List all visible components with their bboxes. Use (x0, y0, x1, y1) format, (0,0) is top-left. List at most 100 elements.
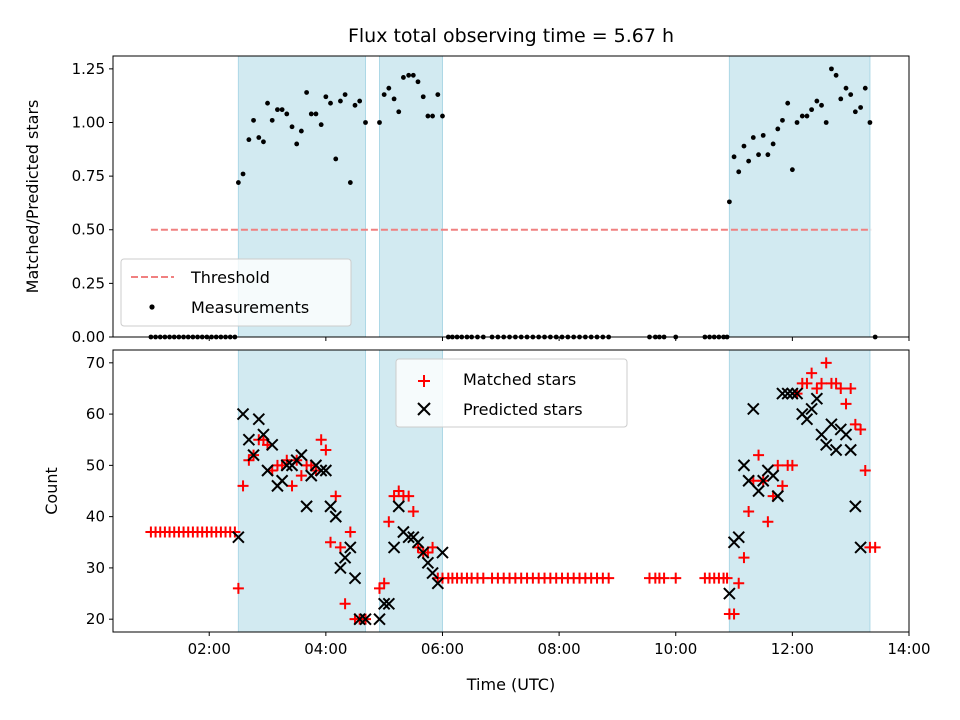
matched-star-point (776, 480, 788, 492)
ratio-panel-frame (112, 55, 910, 338)
legend-measurement-label: Measurements (191, 298, 309, 317)
predicted-star-point (300, 500, 313, 513)
matched-star-point (339, 598, 351, 610)
predicted-star-point (786, 387, 799, 400)
measurement-point (251, 117, 256, 123)
predicted-star-point (305, 469, 318, 482)
measurement-point (848, 92, 854, 98)
measurement-point (357, 98, 363, 104)
predicted-star-point (382, 597, 396, 611)
matched-star-point (855, 423, 867, 435)
predicted-star-point (815, 428, 828, 441)
measurement-point (765, 152, 771, 158)
predicted-star-point (387, 541, 401, 554)
predicted-star-point (411, 536, 425, 549)
matched-star-point (840, 398, 852, 410)
matched-star-point (407, 506, 419, 518)
measurement-point (789, 167, 795, 173)
measurement-point (862, 85, 868, 91)
matched-star-point (738, 552, 750, 564)
measurement-point (770, 141, 776, 147)
ratio-y-ticks: 0.00 0.25 0.50 0.75 1.00 1.25 (72, 60, 113, 346)
y-tick-label: 0.00 (72, 328, 105, 346)
measurement-point (328, 100, 333, 106)
predicted-star-point (329, 510, 342, 523)
predicted-star-point (421, 556, 435, 569)
x-tick-label: 02:00 (188, 640, 231, 658)
predicted-star-point (776, 387, 789, 400)
count-panel: 02:00 04:00 06:00 08:00 10:00 12:00 14:00 20 30… (42, 350, 931, 694)
predicted-star-point (752, 484, 765, 498)
matched-star-point (733, 577, 745, 589)
predicted-star-point (426, 566, 439, 580)
predicted-star-point (747, 402, 760, 416)
measurement-point (363, 120, 368, 125)
matched-star-point (315, 434, 327, 446)
measurement-point (261, 139, 266, 145)
predicted-star-point (805, 402, 818, 416)
predicted-star-point (771, 489, 784, 503)
count-legend: Matched stars Predicted stars (395, 358, 628, 428)
legend-threshold-label: Threshold (190, 268, 270, 287)
predicted-star-point (344, 541, 357, 554)
measurement-point (289, 124, 295, 130)
legend-predicted-label: Predicted stars (463, 400, 583, 419)
matched-star-point (378, 577, 390, 589)
matched-star-point (753, 449, 765, 461)
measurement-point (275, 107, 280, 113)
matched-star-point (670, 572, 682, 584)
matched-star-point (845, 382, 857, 394)
measurement-point (726, 199, 732, 205)
predicted-star-point (839, 428, 853, 441)
measurement-point (235, 180, 241, 185)
matched-star-point (658, 572, 670, 584)
predicted-star-point (800, 413, 814, 426)
y-tick-label: 1.00 (72, 113, 105, 131)
matched-star-point (743, 506, 755, 518)
legend-matched-label: Matched stars (463, 370, 576, 389)
measurement-point (294, 141, 300, 147)
count-panel-frame (112, 349, 910, 633)
measurement-point (741, 143, 747, 149)
matched-star-point (859, 464, 871, 476)
y-tick-label: 50 (86, 456, 105, 474)
predicted-star-point (275, 474, 289, 487)
matched-star-point (330, 490, 342, 502)
count-x-ticks: 02:00 04:00 06:00 08:00 10:00 12:00 14:00 (188, 632, 931, 658)
measurement-point (858, 105, 863, 110)
measurement-point (401, 75, 406, 80)
predicted-star-point (781, 387, 794, 400)
predicted-star-point (819, 438, 833, 452)
measurement-point (750, 135, 756, 140)
count-y-axis-label: Count (42, 467, 61, 515)
measurement-point (440, 113, 445, 119)
predicted-star-point (236, 407, 250, 421)
predicted-star-point (825, 418, 838, 431)
measurement-point (780, 117, 785, 123)
measurement-point (396, 109, 402, 115)
measurement-point (760, 132, 766, 138)
measurement-point (746, 158, 752, 164)
predicted-star-point (247, 448, 260, 462)
count-legend-box (395, 358, 628, 428)
predicted-star-point (242, 433, 256, 446)
measurement-point (799, 113, 805, 119)
measurement-point (794, 120, 800, 125)
ratio-panel: 0.00 0.25 0.50 0.75 1.00 1.25 Matched/Predict… (23, 55, 910, 346)
measurement-point (377, 120, 382, 125)
ratio-legend: Threshold Measurements (120, 258, 352, 327)
measurement-point (823, 120, 829, 125)
matched-star-point (403, 490, 415, 502)
y-tick-label: 20 (86, 610, 105, 628)
measurement-point (386, 85, 392, 91)
y-tick-label: 0.50 (72, 221, 105, 239)
matched-star-point (295, 470, 307, 482)
predicted-star-point (844, 443, 857, 457)
measurement-point (435, 92, 441, 98)
ratio-legend-box (120, 258, 352, 327)
matched-star-point (232, 582, 244, 594)
measurement-point (265, 100, 270, 106)
x-axis-label: Time (UTC) (466, 675, 555, 694)
measurement-point (279, 107, 285, 113)
